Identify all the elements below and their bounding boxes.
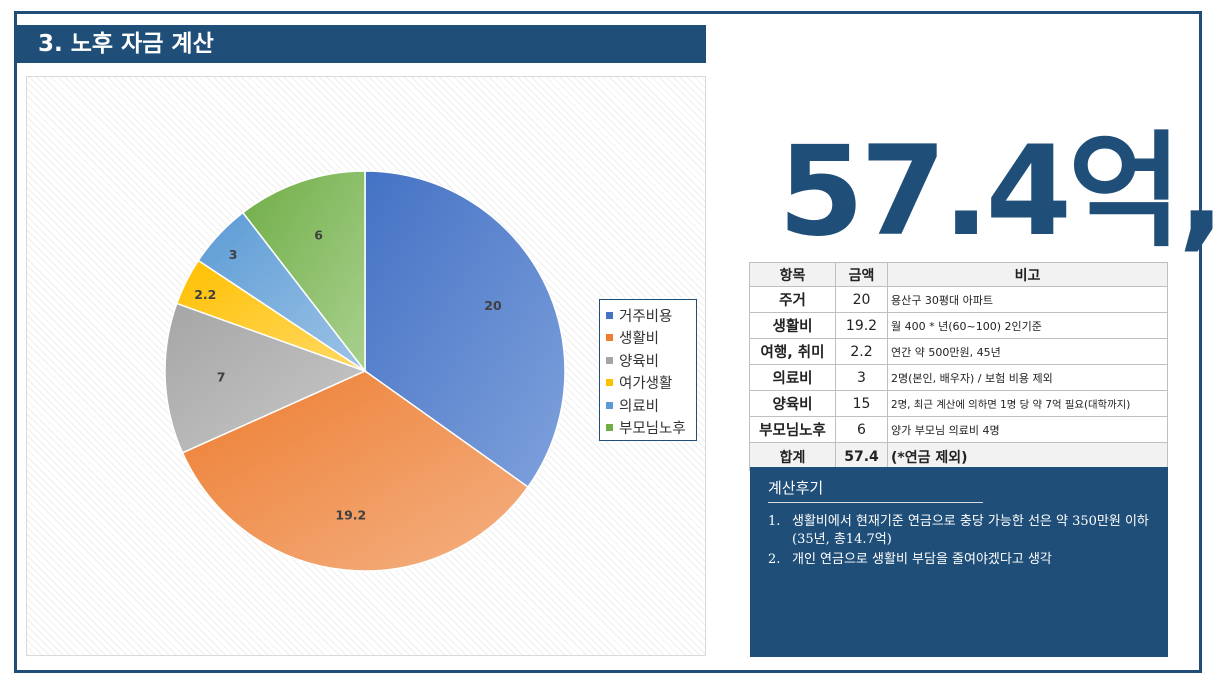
pie-slice-거주비용 — [364, 170, 566, 489]
legend-item: 부모님노후 — [606, 417, 690, 440]
cost-table: 항목 금액 비고 주거 20 용산구 30평대 아파트 생활비 19.2 월 4… — [749, 262, 1168, 471]
list-item: 2. 개인 연금으로 생활비 부담을 줄여야겠다고 생각 — [768, 551, 1150, 569]
chart-legend: 거주비용 생활비 양육비 여가생활 의료비 부모님노후 — [599, 299, 697, 441]
data-label: 7 — [217, 370, 226, 385]
table-row: 양육비 15 2명, 최근 계산에 의하면 1명 당 약 7억 필요(대학까지) — [749, 390, 1168, 417]
list-item: 1. 생활비에서 현재기준 연금으로 충당 가능한 선은 약 350만원 이하(… — [768, 513, 1150, 549]
cell-item: 의료비 — [749, 364, 836, 391]
review-list: 1. 생활비에서 현재기준 연금으로 충당 가능한 선은 약 350만원 이하(… — [768, 513, 1150, 569]
pie-slice-양육비 — [164, 302, 368, 454]
cell-amount: 15 — [835, 390, 888, 417]
header-amount: 금액 — [835, 262, 888, 287]
legend-label: 부모님노후 — [619, 421, 686, 438]
data-label: 3 — [229, 247, 238, 262]
legend-swatch — [606, 334, 613, 342]
cell-item: 부모님노후 — [749, 416, 836, 443]
total-label: 합계 — [749, 442, 836, 471]
list-text: 생활비에서 현재기준 연금으로 충당 가능한 선은 약 350만원 이하(35년… — [792, 514, 1149, 547]
legend-swatch — [606, 424, 613, 432]
page-title: 3. 노후 자금 계산 — [16, 25, 706, 63]
table-total-row: 합계 57.4 (*연금 제외) — [749, 442, 1168, 471]
total-amount-headline: 57.4억, — [778, 120, 1216, 264]
review-box: 계산후기 1. 생활비에서 현재기준 연금으로 충당 가능한 선은 약 350만… — [750, 467, 1168, 657]
pie-slice-생활비 — [181, 370, 530, 572]
slide-frame — [14, 11, 1202, 673]
data-label: 20 — [484, 298, 502, 313]
legend-label: 거주비용 — [619, 308, 673, 325]
review-title: 계산후기 — [768, 479, 824, 497]
legend-item: 여가생활 — [606, 372, 690, 395]
legend-label: 여가생활 — [619, 376, 673, 393]
cell-item: 주거 — [749, 286, 836, 313]
list-number: 1. — [768, 514, 781, 529]
cell-amount: 2.2 — [835, 338, 888, 365]
pie-slice-부모님노후 — [241, 170, 366, 374]
cell-note: 양가 부모님 의료비 4명 — [887, 416, 1168, 443]
pie-chart: 20 19.2 7 2.2 3 6 — [164, 170, 566, 572]
legend-label: 의료비 — [619, 398, 660, 415]
legend-item: 생활비 — [606, 327, 690, 350]
cell-amount: 6 — [835, 416, 888, 443]
legend-item: 거주비용 — [606, 304, 690, 327]
table-row: 의료비 3 2명(본인, 배우자) / 보험 비용 제외 — [749, 364, 1168, 391]
cell-note: 용산구 30평대 아파트 — [887, 286, 1168, 313]
cell-item: 생활비 — [749, 312, 836, 339]
data-label: 6 — [314, 228, 323, 243]
cell-note: 월 400 * 년(60~100) 2인기준 — [887, 312, 1168, 339]
header-note: 비고 — [887, 262, 1168, 287]
pie-chart-area: 20 19.2 7 2.2 3 6 거주비용 생활비 양육비 여가생활 의료비 부모님노후 — [26, 76, 706, 656]
header-item: 항목 — [749, 262, 836, 287]
total-amount: 57.4 — [835, 442, 888, 471]
review-divider — [768, 502, 983, 503]
cell-item: 양육비 — [749, 390, 836, 417]
list-number: 2. — [768, 552, 781, 567]
data-label: 2.2 — [194, 287, 216, 302]
legend-swatch — [606, 379, 613, 387]
cell-amount: 20 — [835, 286, 888, 313]
total-note: (*연금 제외) — [887, 442, 1168, 471]
cell-note: 2명(본인, 배우자) / 보험 비용 제외 — [887, 364, 1168, 391]
table-row: 생활비 19.2 월 400 * 년(60~100) 2인기준 — [749, 312, 1168, 339]
cell-amount: 3 — [835, 364, 888, 391]
legend-swatch — [606, 401, 613, 409]
table-row: 여행, 취미 2.2 연간 약 500만원, 45년 — [749, 338, 1168, 365]
legend-swatch — [606, 356, 613, 364]
legend-swatch — [606, 311, 613, 319]
table-row: 주거 20 용산구 30평대 아파트 — [749, 286, 1168, 313]
table-header-row: 항목 금액 비고 — [749, 262, 1168, 287]
legend-item: 의료비 — [606, 394, 690, 417]
list-text: 개인 연금으로 생활비 부담을 줄여야겠다고 생각 — [792, 552, 1052, 567]
legend-label: 양육비 — [619, 353, 660, 370]
cell-note: 연간 약 500만원, 45년 — [887, 338, 1168, 365]
legend-label: 생활비 — [619, 331, 660, 348]
table-row: 부모님노후 6 양가 부모님 의료비 4명 — [749, 416, 1168, 443]
data-label: 19.2 — [335, 507, 366, 522]
legend-item: 양육비 — [606, 349, 690, 372]
cell-note: 2명, 최근 계산에 의하면 1명 당 약 7억 필요(대학까지) — [887, 390, 1168, 417]
cell-item: 여행, 취미 — [749, 338, 836, 365]
cell-amount: 19.2 — [835, 312, 888, 339]
